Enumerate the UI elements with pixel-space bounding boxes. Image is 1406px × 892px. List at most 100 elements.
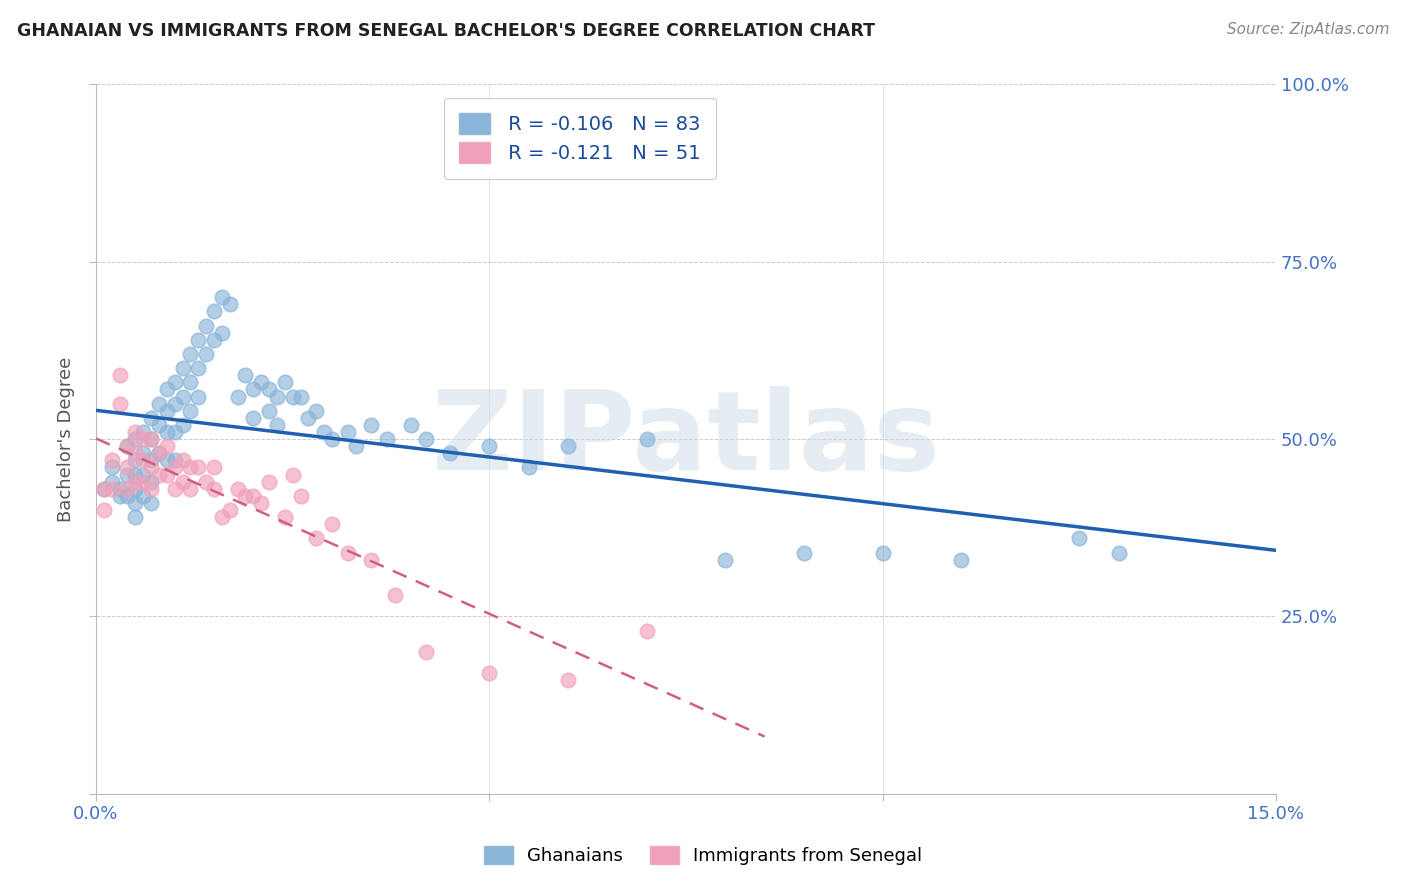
Point: [117, 439, 139, 453]
Point: [172, 390, 194, 404]
Point: [290, 390, 312, 404]
Point: [384, 588, 406, 602]
Point: [148, 396, 170, 410]
Point: [478, 666, 501, 681]
Text: GHANAIAN VS IMMIGRANTS FROM SENEGAL BACHELOR'S DEGREE CORRELATION CHART: GHANAIAN VS IMMIGRANTS FROM SENEGAL BACH…: [17, 22, 875, 40]
Point: [93, 482, 115, 496]
Point: [195, 347, 218, 361]
Point: [257, 475, 280, 489]
Point: [274, 376, 297, 390]
Point: [336, 425, 359, 439]
Point: [257, 383, 280, 397]
Point: [202, 482, 225, 496]
Point: [132, 475, 155, 489]
Point: [100, 475, 122, 489]
Point: [156, 467, 179, 482]
Point: [950, 552, 973, 566]
Point: [179, 403, 201, 417]
Point: [163, 453, 186, 467]
Point: [344, 439, 367, 453]
Point: [195, 475, 218, 489]
Point: [179, 482, 201, 496]
Point: [148, 467, 170, 482]
Point: [117, 439, 139, 453]
Point: [93, 482, 115, 496]
Point: [399, 417, 422, 432]
Point: [100, 453, 122, 467]
Point: [242, 489, 264, 503]
Point: [872, 545, 894, 559]
Point: [124, 496, 146, 510]
Point: [172, 453, 194, 467]
Point: [124, 453, 146, 467]
Point: [148, 446, 170, 460]
Point: [124, 475, 146, 489]
Point: [360, 417, 382, 432]
Legend:  R = -0.106   N = 83,  R = -0.121   N = 51: R = -0.106 N = 83, R = -0.121 N = 51: [443, 98, 716, 179]
Point: [132, 467, 155, 482]
Point: [108, 489, 131, 503]
Point: [314, 425, 336, 439]
Point: [235, 489, 257, 503]
Point: [156, 453, 179, 467]
Point: [415, 645, 437, 659]
Point: [117, 467, 139, 482]
Point: [321, 432, 343, 446]
Point: [478, 439, 501, 453]
Point: [211, 326, 233, 340]
Point: [257, 403, 280, 417]
Point: [557, 439, 579, 453]
Point: [163, 396, 186, 410]
Point: [163, 460, 186, 475]
Point: [163, 482, 186, 496]
Point: [235, 368, 257, 383]
Point: [250, 376, 273, 390]
Point: [187, 460, 209, 475]
Point: [132, 425, 155, 439]
Point: [1108, 545, 1130, 559]
Point: [636, 432, 658, 446]
Point: [93, 503, 115, 517]
Point: [250, 496, 273, 510]
Point: [211, 510, 233, 524]
Point: [517, 460, 540, 475]
Point: [172, 475, 194, 489]
Point: [274, 510, 297, 524]
Point: [156, 425, 179, 439]
Point: [557, 673, 579, 688]
Point: [139, 410, 162, 425]
Point: [218, 503, 240, 517]
Point: [117, 489, 139, 503]
Point: [360, 552, 382, 566]
Point: [100, 482, 122, 496]
Point: [148, 446, 170, 460]
Point: [132, 432, 155, 446]
Point: [375, 432, 398, 446]
Point: [139, 475, 162, 489]
Point: [202, 304, 225, 318]
Point: [124, 467, 146, 482]
Point: [202, 460, 225, 475]
Point: [139, 432, 162, 446]
Point: [156, 439, 179, 453]
Point: [179, 460, 201, 475]
Point: [108, 368, 131, 383]
Point: [132, 489, 155, 503]
Point: [132, 453, 155, 467]
Point: [305, 532, 328, 546]
Point: [172, 361, 194, 376]
Legend: Ghanaians, Immigrants from Senegal: Ghanaians, Immigrants from Senegal: [477, 839, 929, 872]
Point: [242, 383, 264, 397]
Point: [226, 390, 249, 404]
Point: [179, 347, 201, 361]
Point: [124, 425, 146, 439]
Point: [336, 545, 359, 559]
Point: [714, 552, 737, 566]
Point: [179, 376, 201, 390]
Point: [187, 361, 209, 376]
Point: [290, 489, 312, 503]
Point: [124, 432, 146, 446]
Point: [132, 446, 155, 460]
Point: [266, 390, 288, 404]
Point: [124, 482, 146, 496]
